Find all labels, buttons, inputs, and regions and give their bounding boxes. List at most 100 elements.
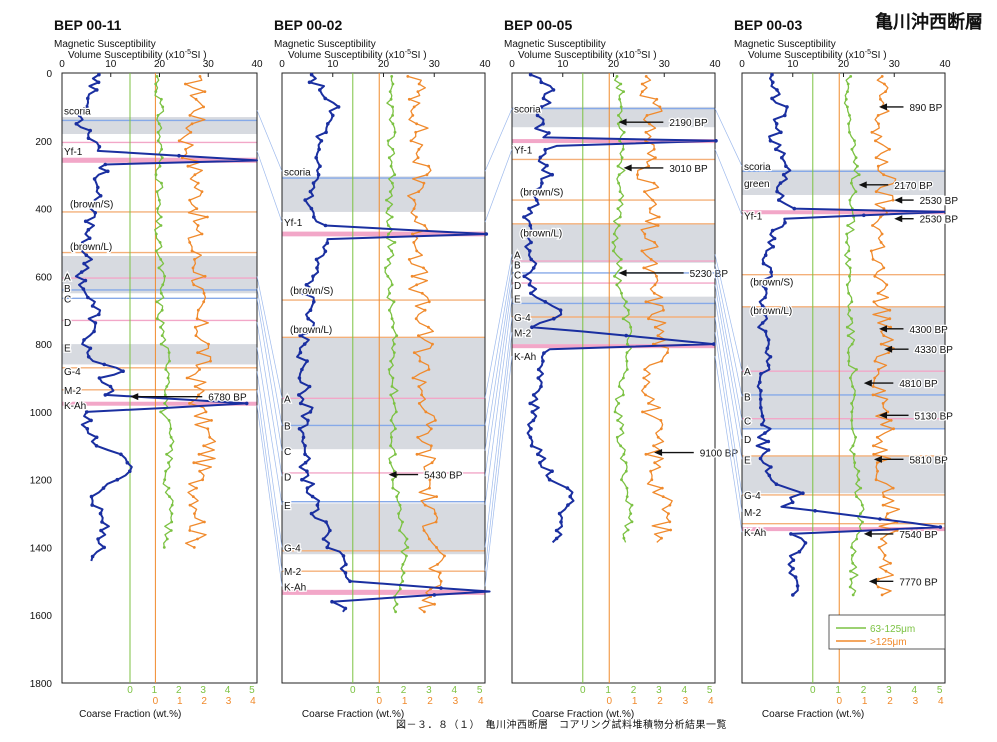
fine-series-point [626,528,630,532]
coarse-series-point [660,536,663,540]
age-label: 2170 BP [894,181,933,192]
mag-series-point [529,240,533,245]
fine-series-point [849,75,853,78]
coarse-series-point [872,444,875,448]
fine-series-point [618,190,622,194]
mag-series-point [336,105,341,109]
coarse-series-point [420,393,423,397]
fine-series-point [154,82,158,86]
coarse-series-point [873,376,877,380]
coarse-series-point [656,334,660,337]
coarse-series-point [429,444,433,448]
fine-series-point [391,82,395,86]
fine-series-point [158,241,162,244]
tephra-label: D [284,472,291,483]
fine-series-point [616,419,619,422]
mag-series-point [86,96,90,101]
mag-series-point [319,139,324,143]
fine-tick-label: 4 [225,685,231,696]
mag-series-point [760,304,765,308]
coarse-series-point [653,241,656,244]
coarse-series-point [644,75,648,78]
tephra-label: (brown/L) [70,242,112,253]
correlation-line [484,284,513,477]
fine-series-point [389,359,393,363]
fine-series-point [387,368,391,371]
fine-series-point [167,486,171,490]
fine-series-point [156,114,160,117]
fine-series-point [386,258,390,261]
coarse-series-point [436,563,439,566]
mag-series-point [545,163,549,168]
mag-series-point [106,169,110,174]
coarse-series-point [641,410,644,414]
age-arrowhead [863,530,872,538]
coarse-series-point [203,520,206,524]
mag-series-point [97,144,102,149]
mag-series-point [317,147,321,152]
tephra-label: Yf-1 [284,218,303,229]
age-arrowhead [863,379,872,387]
coarse-series-point [652,147,656,151]
fine-series-point [386,274,390,278]
fine-series-point [391,486,395,490]
mag-series-point [568,494,572,499]
mag-series-point [304,283,309,287]
fine-series-point [157,122,161,126]
mag-series-point [308,189,313,194]
mag-series-point [770,228,775,233]
mag-series-point [92,329,96,334]
fine-series-point [167,461,170,465]
fine-series-point [392,402,396,405]
mag-series-point [82,338,86,342]
coarse-series-point [887,351,891,354]
fine-series-point [625,351,629,354]
mag-series-point [769,465,773,469]
coarse-series-point [416,435,420,439]
mag-series-point [308,410,313,414]
correlation-line [484,355,513,587]
coarse-series-point [411,114,415,117]
fine-series-point [154,90,158,93]
fine-series [612,76,633,543]
fine-series-point [618,215,622,219]
mag-series-point [77,113,82,118]
mag-series-point [309,206,314,211]
mag-series-point [96,185,100,190]
mag-tick-label: 20 [838,59,850,70]
coarse-series-point [203,274,207,278]
fine-series-point [847,122,850,126]
fine-series-point [160,308,164,312]
coarse-series-point [882,207,886,211]
coarse-series-point [415,215,418,219]
mag-axis-title: Magnetic Susceptibility [504,39,606,50]
fine-series-point [390,385,394,388]
correlation-line [484,264,513,426]
fine-tick-label: 5 [937,685,943,696]
mag-series-point [84,253,89,257]
coarse-series-point [871,258,875,261]
correlation-line [256,110,283,172]
core-name: BEP 00-03 [734,17,802,33]
correlation-line [256,288,283,426]
mag-series-point [244,401,249,406]
legend-box [828,614,946,650]
mag-tick-label: 20 [154,59,166,70]
fine-series-point [616,122,620,126]
coarse-series-point [188,402,191,405]
fine-series-point [161,283,165,287]
coarse-series-point [640,90,644,93]
mag-series-point [530,189,535,194]
mag-series-point [121,369,125,374]
age-label: 6780 BP [208,393,247,404]
depth-tick-label: 1600 [30,611,53,622]
fine-series-point [629,512,633,515]
mag-series-point [74,122,79,126]
mag-series-point [325,241,330,245]
mag-series-point [300,477,304,482]
coarse-series-point [417,334,420,337]
mag-series-point [565,486,570,490]
age-label: 4330 BP [915,345,954,356]
fine-series-point [850,147,854,151]
